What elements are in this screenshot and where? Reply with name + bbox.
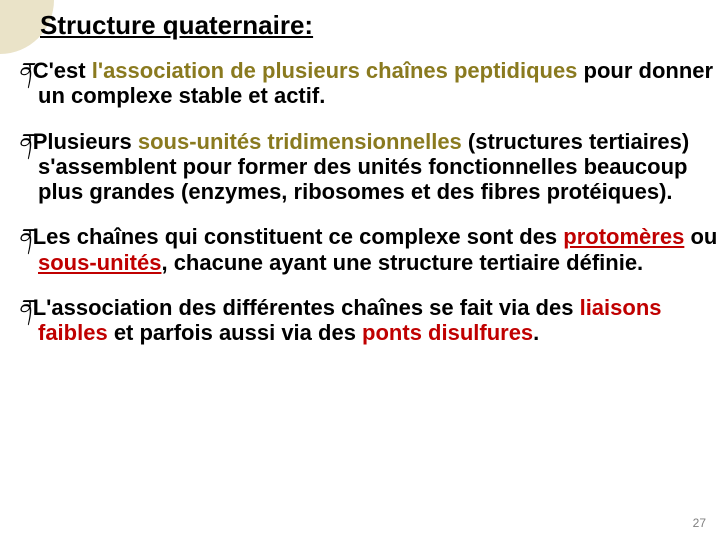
- text-emphasis-red: protomères: [563, 224, 684, 249]
- paragraph-2: ནPlusieurs sous-unités tridimensionnelle…: [18, 129, 718, 205]
- text-segment: , chacune ayant une structure tertiaire …: [161, 250, 643, 275]
- text-prefix: Plusieurs: [33, 129, 138, 154]
- bullet-icon: ན: [18, 224, 33, 249]
- paragraph-3: ནLes chaînes qui constituent ce complexe…: [18, 224, 718, 275]
- slide-title: Structure quaternaire:: [40, 10, 700, 41]
- text-segment: ou: [684, 224, 717, 249]
- paragraph-1: ནC'est l'association de plusieurs chaîne…: [18, 58, 718, 109]
- paragraph-4: ནL'association des différentes chaînes s…: [18, 295, 718, 346]
- page-number: 27: [693, 516, 706, 530]
- text-prefix: C'est: [33, 58, 92, 83]
- text-segment: .: [533, 320, 539, 345]
- slide-content: ནC'est l'association de plusieurs chaîne…: [18, 58, 718, 366]
- bullet-icon: ན: [18, 295, 33, 320]
- text-emphasis-red: sous-unités: [38, 250, 161, 275]
- slide: Structure quaternaire: ནC'est l'associat…: [0, 0, 720, 540]
- text-segment: L'association des différentes chaînes se…: [33, 295, 580, 320]
- text-segment: et parfois aussi via des: [108, 320, 362, 345]
- bullet-icon: ན: [18, 58, 33, 83]
- text-emphasis-olive: l'association de plusieurs chaînes pepti…: [92, 58, 578, 83]
- text-emphasis-red: ponts disulfures: [362, 320, 533, 345]
- text-segment: Les chaînes qui constituent ce complexe …: [33, 224, 564, 249]
- text-emphasis-olive: sous-unités tridimensionnelles: [138, 129, 462, 154]
- bullet-icon: ན: [18, 129, 33, 154]
